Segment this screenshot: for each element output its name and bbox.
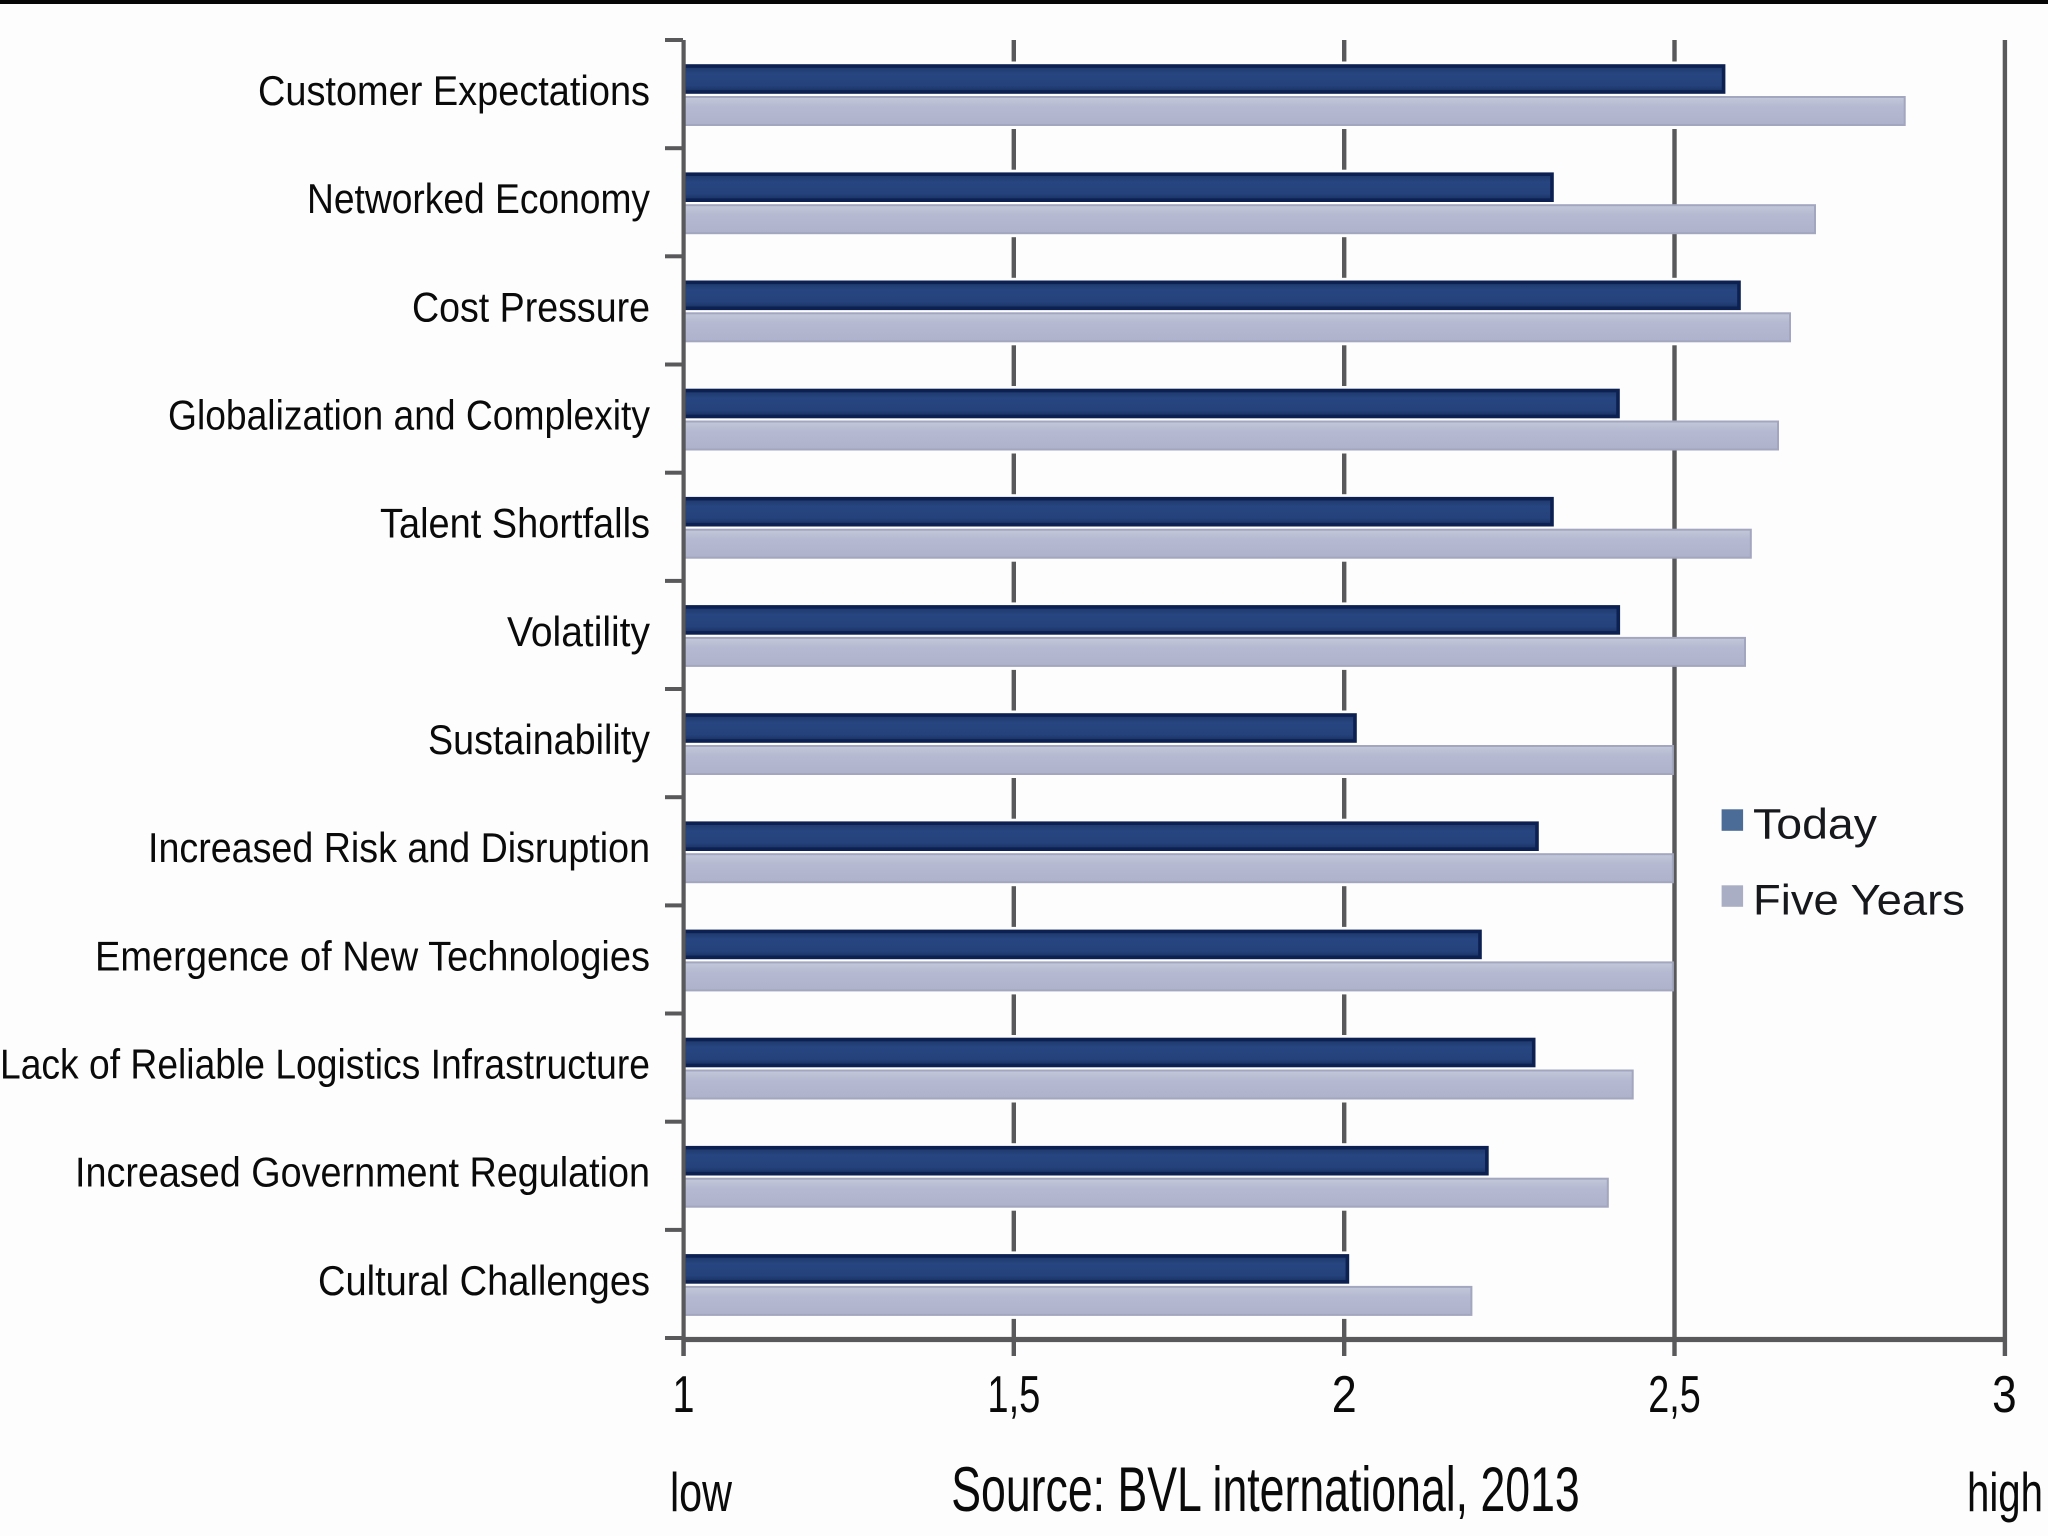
svg-text:Five Years: Five Years bbox=[1753, 877, 1965, 925]
svg-text:2,5: 2,5 bbox=[1648, 1366, 1701, 1424]
svg-text:Globalization and Complexity: Globalization and Complexity bbox=[168, 392, 650, 439]
svg-text:Increased Government Regulatio: Increased Government Regulation bbox=[75, 1149, 650, 1196]
svg-text:1: 1 bbox=[673, 1366, 695, 1424]
svg-text:Emergence of New Technologies: Emergence of New Technologies bbox=[95, 932, 650, 979]
svg-text:Cultural Challenges: Cultural Challenges bbox=[318, 1257, 650, 1304]
svg-text:Lack of Reliable Logistics Inf: Lack of Reliable Logistics Infrastructur… bbox=[0, 1041, 650, 1088]
svg-text:Increased Risk and Disruption: Increased Risk and Disruption bbox=[148, 824, 650, 871]
svg-text:Volatility: Volatility bbox=[507, 608, 650, 655]
svg-text:1,5: 1,5 bbox=[987, 1366, 1040, 1424]
svg-text:Today: Today bbox=[1753, 801, 1878, 849]
svg-text:high: high bbox=[1967, 1461, 2043, 1523]
svg-text:Networked Economy: Networked Economy bbox=[307, 175, 650, 222]
svg-text:Cost Pressure: Cost Pressure bbox=[412, 283, 650, 330]
svg-text:Source: BVL international, 201: Source: BVL international, 2013 bbox=[951, 1455, 1580, 1525]
svg-text:Sustainability: Sustainability bbox=[428, 716, 650, 763]
svg-text:Customer Expectations: Customer Expectations bbox=[258, 67, 650, 114]
svg-text:3: 3 bbox=[1992, 1366, 2017, 1424]
svg-text:2: 2 bbox=[1332, 1366, 1357, 1424]
svg-text:low: low bbox=[670, 1461, 732, 1523]
svg-text:Talent Shortfalls: Talent Shortfalls bbox=[380, 500, 650, 547]
